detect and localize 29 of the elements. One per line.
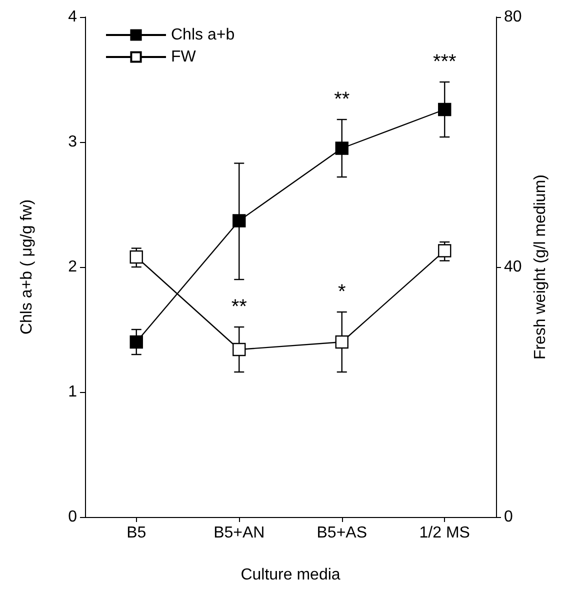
annotation: * [338, 281, 346, 303]
y2-tick-label: 80 [504, 8, 522, 26]
x-tick-label: B5+AS [316, 524, 368, 542]
annotation: ** [334, 88, 350, 110]
point [130, 335, 143, 349]
legend-label: Chls a+b [171, 26, 235, 44]
annotation: *** [432, 51, 457, 73]
x-tick-label: B5+AN [214, 524, 265, 542]
point [232, 214, 246, 228]
point [232, 342, 246, 356]
x-axis-title: Culture media [240, 566, 340, 584]
legend-label: FW [171, 48, 197, 66]
y-axis-title: Chls a+b ( μg/g fw) [18, 199, 36, 335]
x-tick-label: 1/2 MS [419, 524, 470, 542]
y2-axis-title: Fresh weight (g/l medium) [532, 174, 550, 360]
point [335, 335, 348, 349]
point [438, 102, 452, 116]
y-tick-label: 2 [68, 258, 78, 276]
point [438, 244, 452, 258]
y2-tick-label: 40 [504, 258, 522, 276]
y-tick-label: 4 [68, 8, 78, 26]
annotation: ** [231, 296, 248, 318]
point [130, 250, 143, 264]
y-tick-label: 1 [68, 384, 78, 400]
y-tick-label: 3 [68, 134, 78, 150]
x-tick-label: B5 [126, 524, 146, 542]
point [335, 142, 348, 155]
y2-tick-label: 0 [504, 508, 513, 526]
y-tick-label: 0 [68, 508, 78, 526]
